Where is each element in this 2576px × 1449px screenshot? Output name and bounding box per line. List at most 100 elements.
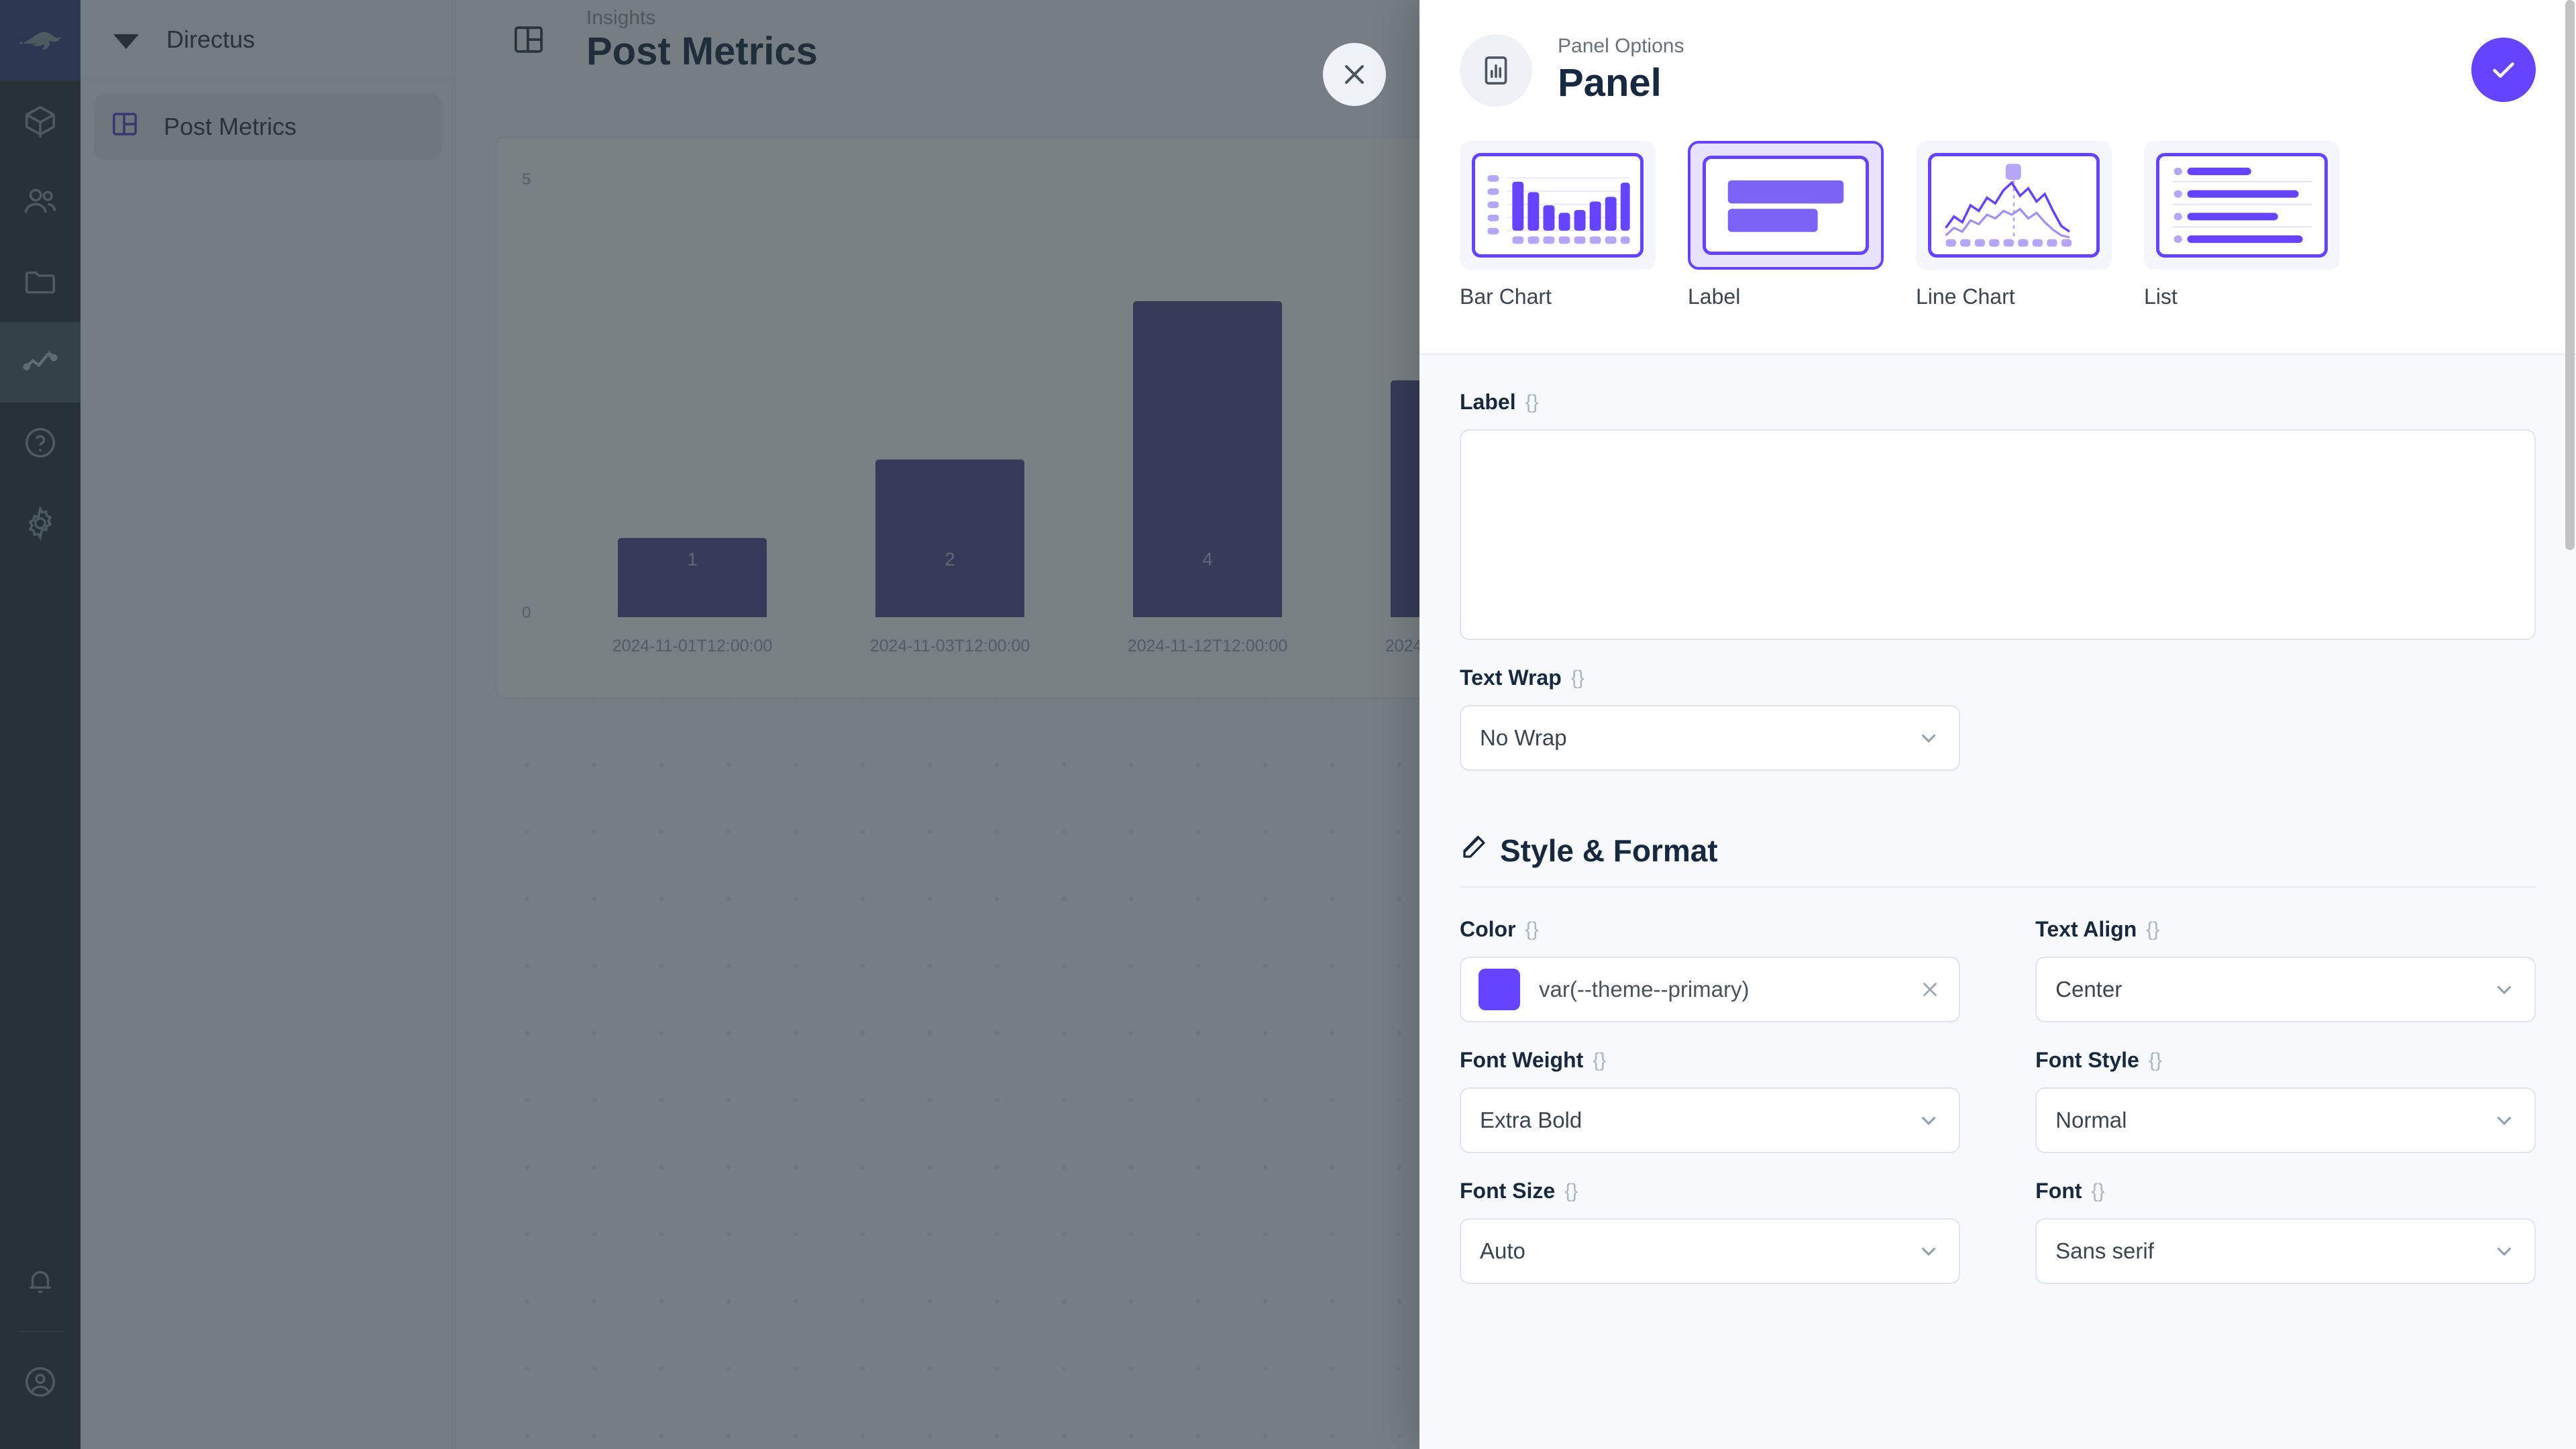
sidebar-item-post-metrics[interactable]: Post Metrics — [94, 94, 441, 160]
directus-mark-icon — [110, 22, 142, 58]
check-icon — [2493, 62, 2514, 78]
account-circle-icon[interactable] — [0, 1342, 80, 1422]
x-tick-label: 2024-11-12T12:00:00 — [1127, 637, 1288, 655]
font-select[interactable]: Sans serif — [2035, 1218, 2536, 1284]
bar-value-label: 2 — [875, 459, 1024, 617]
chevron-down-icon — [1917, 1109, 1940, 1132]
font-size-value: Auto — [1480, 1238, 1525, 1263]
braces-icon: {} — [1593, 1049, 1607, 1071]
font-weight-field-label: Font Weight {} — [1460, 1048, 1607, 1072]
panel-type-label: Line Chart — [1916, 284, 2015, 309]
text-wrap-value: No Wrap — [1480, 725, 1567, 750]
module-insights[interactable] — [0, 322, 80, 402]
panel-type-label: List — [2144, 284, 2178, 309]
font-weight-style-row: Font Weight {} Extra Bold Font Style {} — [1460, 1048, 2536, 1153]
bar-column: 2 2024-11-03T12:00:00 — [821, 178, 1079, 655]
braces-icon: {} — [2091, 1179, 2105, 1202]
chevron-down-icon — [2493, 1240, 2516, 1263]
font-size-field-label: Font Size {} — [1460, 1179, 1578, 1203]
font-weight-field: Font Weight {} Extra Bold — [1460, 1048, 1960, 1153]
font-value: Sans serif — [2055, 1238, 2154, 1263]
panel-type-bar-chart[interactable]: Bar Chart — [1460, 141, 1656, 309]
module-files[interactable] — [0, 241, 80, 322]
directus-rabbit-logo[interactable] — [0, 0, 80, 80]
x-tick-label: 2024-11-03T12:00:00 — [869, 637, 1030, 655]
notifications-bell-icon[interactable] — [0, 1241, 80, 1322]
clear-color-icon[interactable] — [1919, 978, 1941, 1001]
color-input[interactable]: var(--theme--primary) — [1460, 957, 1960, 1022]
project-name: Directus — [166, 25, 256, 53]
dashboard-icon — [494, 5, 564, 74]
font-style-field: Font Style {} Normal — [2035, 1048, 2536, 1153]
text-align-field: Text Align {} Center — [2035, 917, 2536, 1022]
bar-value-label: 1 — [618, 538, 767, 617]
color-value: var(--theme--primary) — [1539, 977, 1750, 1002]
palette-icon — [1460, 833, 1488, 869]
panel-options-drawer: Panel Options Panel — [1419, 0, 2576, 1449]
font-size-select[interactable]: Auto — [1460, 1218, 1960, 1284]
line-chart-thumb — [1928, 153, 2100, 258]
module-users[interactable] — [0, 161, 80, 241]
project-header[interactable]: Directus — [80, 0, 455, 80]
panel-type-label[interactable]: Label — [1688, 141, 1884, 309]
bar-value-label: 4 — [1133, 301, 1282, 617]
chevron-down-icon — [2493, 978, 2516, 1001]
module-content[interactable] — [0, 80, 80, 161]
font-field-label: Font {} — [2035, 1179, 2105, 1203]
panel-type-list[interactable]: List — [2144, 141, 2340, 309]
font-weight-select[interactable]: Extra Bold — [1460, 1087, 1960, 1153]
x-tick-label: 2024-11-01T12:00:00 — [612, 637, 773, 655]
panel-options-form: Label {} Text Wrap {} No Wrap Style & Fo… — [1419, 355, 2576, 1449]
braces-icon: {} — [1564, 1179, 1578, 1202]
chevron-down-icon — [1917, 727, 1940, 749]
chevron-down-icon — [2493, 1109, 2516, 1132]
text-align-value: Center — [2055, 977, 2123, 1002]
label-field-label: Label {} — [1460, 390, 1539, 414]
drawer-eyebrow: Panel Options — [1558, 35, 1684, 58]
module-settings[interactable] — [0, 483, 80, 564]
bar-chart-thumb — [1472, 153, 1644, 258]
panel-type-line-chart[interactable]: Line Chart — [1916, 141, 2112, 309]
bar-chart-panel-icon — [1460, 34, 1532, 107]
font-size-field: Font Size {} Auto — [1460, 1179, 1960, 1284]
text-align-select[interactable]: Center — [2035, 957, 2536, 1022]
braces-icon: {} — [1525, 390, 1539, 413]
color-field-label: Color {} — [1460, 917, 1539, 941]
drawer-scrollbar[interactable] — [2564, 0, 2576, 1449]
color-align-row: Color {} var(--theme--primary) Text Alig… — [1460, 917, 2536, 1022]
drawer-title: Panel — [1558, 60, 1662, 105]
close-icon — [1345, 65, 1364, 84]
font-field: Font {} Sans serif — [2035, 1179, 2536, 1284]
braces-icon: {} — [2146, 918, 2160, 941]
scrollbar-thumb[interactable] — [2565, 0, 2575, 550]
module-bar — [0, 0, 80, 1449]
braces-icon: {} — [1570, 666, 1585, 689]
breadcrumb: Insights — [586, 6, 656, 29]
bar-column: 1 2024-11-01T12:00:00 — [564, 178, 821, 655]
close-drawer-button[interactable] — [1323, 43, 1386, 106]
chevron-down-icon — [1917, 1240, 1940, 1263]
sidebar-divider — [17, 1331, 63, 1332]
font-style-field-label: Font Style {} — [2035, 1048, 2162, 1072]
save-button[interactable] — [2471, 38, 2536, 102]
drawer-header: Panel Options Panel — [1419, 0, 2576, 141]
panel-type-label: Bar Chart — [1460, 284, 1552, 309]
font-style-select[interactable]: Normal — [2035, 1087, 2536, 1153]
text-wrap-select[interactable]: No Wrap — [1460, 705, 1960, 771]
color-swatch[interactable] — [1479, 969, 1520, 1010]
y-tick-bottom: 0 — [522, 604, 531, 622]
sidebar-item-label: Post Metrics — [164, 113, 297, 140]
module-help[interactable] — [0, 402, 80, 483]
label-input[interactable] — [1460, 429, 2536, 640]
text-wrap-field-label: Text Wrap {} — [1460, 665, 1585, 690]
page-title: Post Metrics — [586, 29, 818, 73]
font-size-font-row: Font Size {} Auto Font {} — [1460, 1179, 2536, 1284]
style-format-section-header: Style & Format — [1460, 833, 2536, 869]
bar-column: 4 2024-11-12T12:00:00 — [1079, 178, 1336, 655]
nav-sidebar: Directus Post Metrics — [80, 0, 456, 1449]
text-align-field-label: Text Align {} — [2035, 917, 2160, 941]
font-weight-value: Extra Bold — [1480, 1108, 1582, 1132]
y-tick-top: 5 — [522, 170, 531, 189]
section-divider — [1460, 886, 2536, 888]
